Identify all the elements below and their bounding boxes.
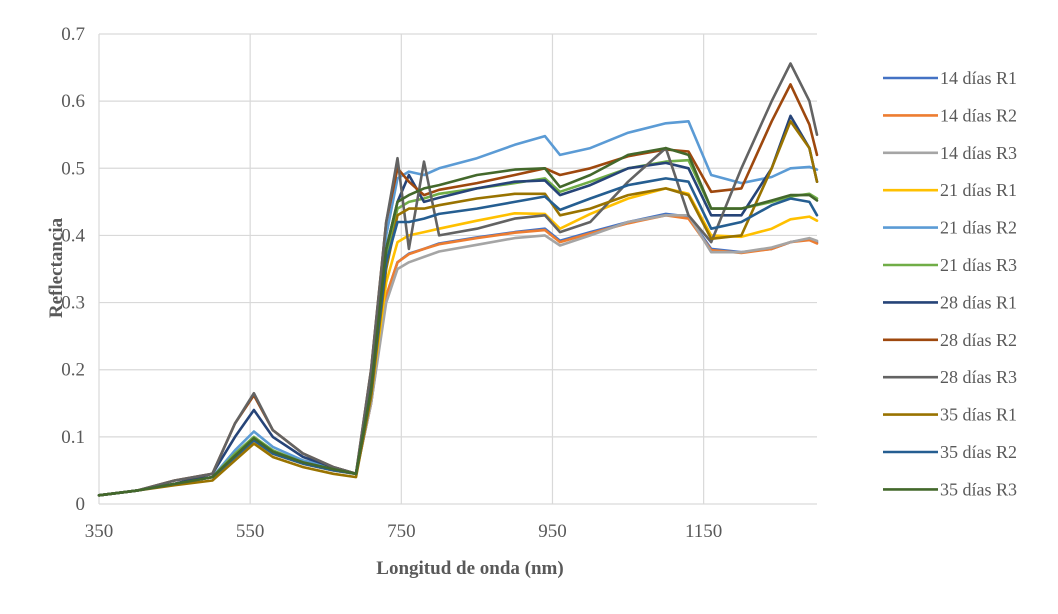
y-tick-label: 0 [76, 494, 86, 515]
series-line [97, 83, 819, 497]
legend-item: 21 días R2 [883, 218, 1017, 238]
legend-label: 21 días R2 [940, 218, 1017, 238]
legend-item: 35 días R2 [883, 442, 1017, 462]
y-tick-label: 0.6 [61, 91, 85, 112]
legend-label: 14 días R2 [940, 105, 1017, 125]
y-axis-title: Reflectancia [46, 217, 67, 318]
x-tick-label: 350 [85, 521, 114, 542]
legend: 14 días R1 14 días R2 14 días R3 21 días R1… [883, 68, 1017, 499]
grid-lines [98, 33, 817, 505]
legend-item: 35 días R3 [883, 479, 1017, 499]
y-tick-label: 0.2 [61, 360, 85, 381]
legend-label: 14 días R3 [940, 143, 1017, 163]
legend-item: 14 días R1 [883, 68, 1017, 88]
legend-item: 28 días R2 [883, 330, 1017, 350]
y-tick-label: 0.4 [61, 225, 85, 246]
series-line [97, 120, 819, 497]
legend-label: 28 días R3 [940, 367, 1017, 387]
y-tick-label: 0.7 [61, 24, 85, 45]
y-tick-label: 0.5 [61, 158, 85, 179]
x-tick-label: 1150 [685, 521, 722, 542]
legend-item: 28 días R1 [883, 292, 1017, 312]
series-line [97, 146, 819, 497]
legend-item: 14 días R3 [883, 143, 1017, 163]
series-line [97, 177, 819, 497]
tick-labels: 0 0.1 0.2 0.3 0.4 0.5 0.6 0.7 350 550 750 950 1150 [61, 24, 722, 542]
series-lines [97, 62, 819, 497]
series-line [97, 120, 819, 497]
series-line [97, 62, 819, 497]
legend-item: 21 días R3 [883, 255, 1017, 275]
legend-item: 21 días R1 [883, 180, 1017, 200]
x-tick-label: 950 [538, 521, 567, 542]
legend-label: 21 días R1 [940, 180, 1017, 200]
legend-label: 14 días R1 [940, 68, 1017, 88]
x-tick-label: 750 [387, 521, 416, 542]
legend-label: 35 días R2 [940, 442, 1017, 462]
series-line [97, 214, 819, 497]
x-axis-title: Longitud de onda (nm) [376, 558, 563, 579]
legend-label: 21 días R3 [940, 255, 1017, 275]
legend-label: 28 días R1 [940, 292, 1017, 312]
legend-label: 35 días R3 [940, 479, 1017, 499]
legend-item: 28 días R3 [883, 367, 1017, 387]
legend-item: 35 días R1 [883, 405, 1017, 425]
x-tick-label: 550 [236, 521, 265, 542]
series-line [97, 212, 819, 497]
legend-label: 28 días R2 [940, 330, 1017, 350]
y-tick-label: 0.1 [61, 427, 85, 448]
legend-item: 14 días R2 [883, 105, 1017, 125]
series-line [97, 214, 819, 497]
y-tick-label: 0.3 [61, 293, 85, 314]
legend-label: 35 días R1 [940, 405, 1017, 425]
